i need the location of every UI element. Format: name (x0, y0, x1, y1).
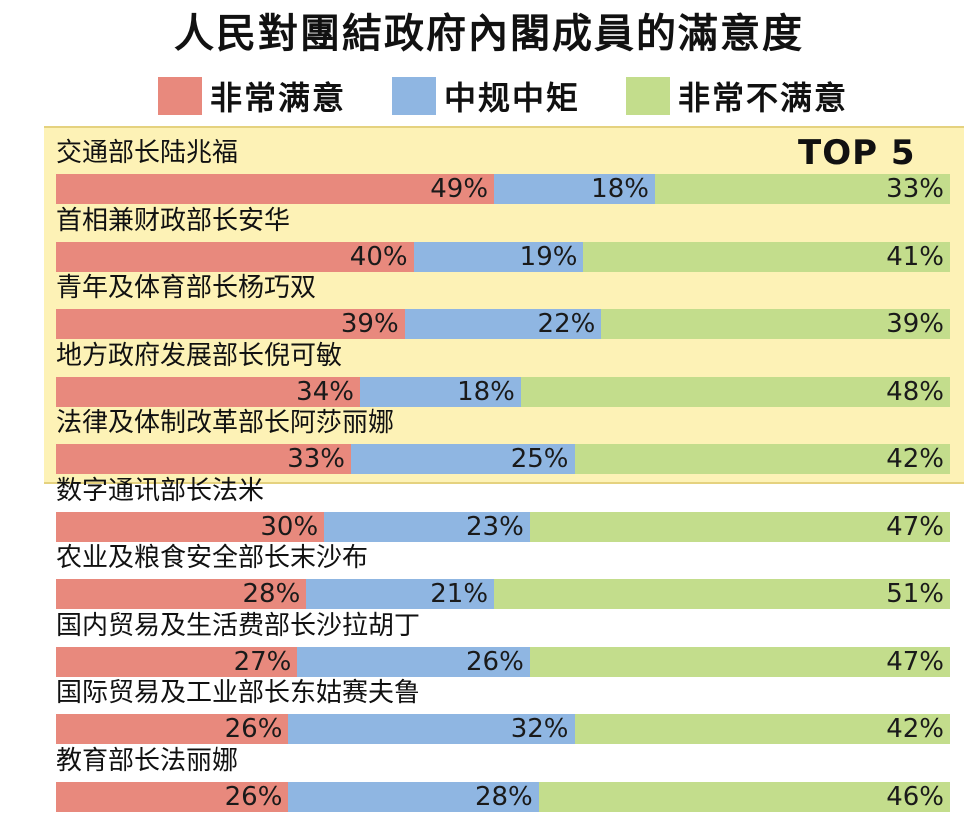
chart-title: 人民對團結政府內閣成員的滿意度 (174, 11, 804, 57)
bar-segment: 42% (574, 714, 950, 744)
bar-segment: 32% (288, 714, 575, 744)
top5-badge: TOP 5 (798, 133, 916, 173)
data-label: 28% (242, 579, 301, 609)
bar-segment: 19% (413, 241, 584, 272)
data-label: 28% (474, 781, 533, 812)
bar-segment: 39% (56, 309, 405, 339)
bar-segment: 42% (574, 444, 950, 474)
data-label: 21% (430, 579, 489, 609)
data-label: 23% (466, 511, 524, 542)
bar-segment: 18% (494, 174, 655, 204)
data-label: 39% (340, 309, 399, 339)
legend-swatch-neutral (392, 77, 436, 115)
row-label: 国内贸易及生活费部长沙拉胡丁 (56, 610, 421, 641)
legend-label-very-satisfied: 非常满意 (210, 79, 347, 117)
data-label: 46% (886, 781, 944, 812)
bar-segment: 26% (297, 646, 530, 677)
stacked-bar: 34% 18% 48% (56, 376, 950, 407)
bar-segment: 22% (404, 309, 602, 339)
data-label: 49% (430, 174, 489, 204)
bar-segment: 47% (529, 646, 950, 677)
bar-segment: 25% (351, 444, 575, 474)
data-label: 32% (510, 714, 569, 744)
bar-segment: 51% (494, 579, 950, 609)
data-label: 18% (457, 376, 515, 407)
row-label: 法律及体制改革部长阿莎丽娜 (56, 408, 395, 438)
bar-segment: 18% (359, 376, 521, 407)
stacked-bar: 33% 25% 42% (56, 444, 950, 474)
data-label: 42% (886, 714, 944, 744)
bar-segment: 27% (56, 646, 298, 677)
bar-segment: 48% (520, 376, 950, 407)
bar-segment: 33% (56, 444, 352, 474)
legend-label-neutral: 中规中矩 (444, 79, 581, 117)
bar-segment: 47% (529, 511, 950, 542)
data-label: 18% (591, 174, 649, 204)
bar-segment: 26% (56, 781, 289, 812)
row-label: 首相兼财政部长安华 (56, 205, 291, 236)
stacked-bar: 28% 21% 51% (56, 579, 950, 609)
bar-segment: 40% (56, 241, 414, 272)
row-label: 青年及体育部长杨巧双 (56, 273, 317, 303)
legend: 非常满意 中规中矩 非常不满意 (0, 74, 978, 118)
bar-segment: 33% (654, 174, 950, 204)
bar-segment: 30% (56, 511, 325, 542)
data-label: 26% (224, 781, 283, 812)
bar-segment: 41% (583, 241, 950, 272)
bar-segment: 39% (601, 309, 950, 339)
data-label: 22% (537, 309, 596, 339)
bar-segment: 23% (324, 511, 530, 542)
stacked-bar: 49% 18% 33% (56, 174, 950, 204)
bar-segment: 49% (56, 174, 495, 204)
bar-segment: 34% (56, 376, 360, 407)
row-label: 数字通讯部长法米 (56, 475, 265, 506)
data-label: 48% (886, 376, 944, 407)
bar-segment: 28% (288, 781, 539, 812)
row-label: 地方政府发展部长倪可敏 (56, 340, 343, 371)
bar-segment: 46% (538, 781, 950, 812)
legend-swatch-very-dissatisfied (626, 77, 670, 115)
data-label: 25% (510, 444, 569, 474)
data-label: 33% (287, 444, 346, 474)
row-label: 教育部长法丽娜 (56, 745, 239, 776)
stacked-bar: 27% 26% 47% (56, 646, 950, 677)
stacked-bar: 30% 23% 47% (56, 511, 950, 542)
data-label: 19% (519, 241, 578, 272)
data-label: 41% (886, 241, 944, 272)
bar-segment: 21% (306, 579, 495, 609)
data-label: 51% (886, 579, 944, 609)
data-label: 34% (296, 376, 354, 407)
data-label: 47% (886, 646, 944, 677)
data-label: 47% (886, 511, 944, 542)
stacked-bar: 39% 22% 39% (56, 309, 950, 339)
legend-item-very-dissatisfied: 非常不满意 (626, 74, 848, 118)
data-label: 26% (224, 714, 283, 744)
row-label: 农业及粮食安全部长末沙布 (56, 543, 369, 573)
row-label: 交通部长陆兆福 (56, 138, 239, 168)
legend-label-very-dissatisfied: 非常不满意 (678, 79, 849, 117)
row-label: 国际贸易及工业部长东姑赛夫鲁 (56, 678, 421, 708)
legend-swatch-very-satisfied (158, 77, 202, 115)
data-label: 42% (886, 444, 944, 474)
legend-item-very-satisfied: 非常满意 (158, 74, 346, 118)
data-label: 40% (349, 241, 408, 272)
bar-segment: 26% (56, 714, 289, 744)
stacked-bar: 26% 32% 42% (56, 714, 950, 744)
stacked-bar: 26% 28% 46% (56, 781, 950, 812)
data-label: 33% (886, 174, 944, 204)
stacked-bar: 40% 19% 41% (56, 241, 950, 272)
data-label: 39% (886, 309, 944, 339)
bar-segment: 28% (56, 579, 307, 609)
data-label: 27% (233, 646, 292, 677)
legend-item-neutral: 中规中矩 (392, 74, 580, 118)
data-label: 26% (466, 646, 524, 677)
data-label: 30% (260, 511, 319, 542)
